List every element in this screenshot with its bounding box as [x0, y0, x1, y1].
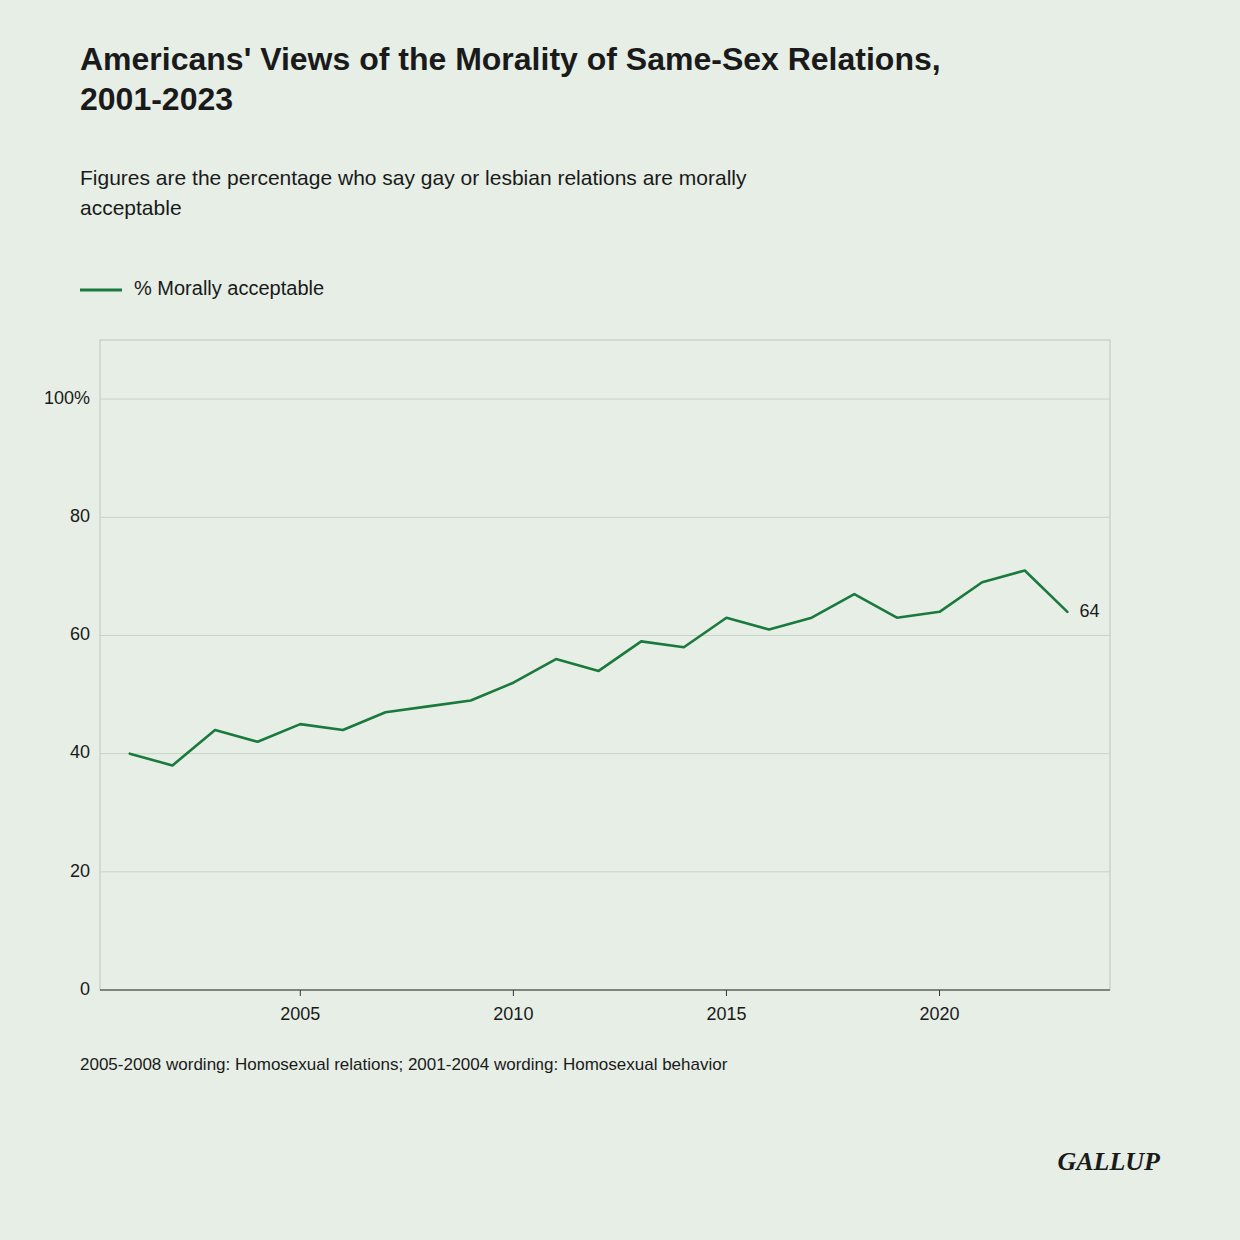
text-line: Figures are the percentage who say gay o…	[80, 166, 747, 189]
text-line: 2001-2023	[80, 81, 233, 117]
x-tick	[513, 990, 514, 996]
x-tick-label: 2015	[706, 1004, 746, 1024]
y-tick-label: 0	[80, 979, 90, 999]
x-tick	[300, 990, 301, 996]
x-tick	[939, 990, 940, 996]
y-tick-label: 80	[70, 506, 90, 526]
grid-line	[100, 871, 1110, 872]
annotation: 64	[1079, 601, 1099, 621]
legend-swatch	[80, 289, 122, 292]
grid-line	[100, 990, 1110, 991]
y-tick-label: 100%	[44, 388, 90, 408]
subtitle: Figures are the percentage who say gay o…	[80, 166, 747, 219]
x-tick-label: 2010	[493, 1004, 533, 1024]
grid-line	[100, 399, 1110, 400]
plot-frame	[100, 340, 1110, 990]
chart: Americans' Views of the Morality of Same…	[0, 0, 1240, 1240]
y-tick-label: 60	[70, 624, 90, 644]
grid-line	[100, 517, 1110, 518]
line	[130, 570, 1068, 765]
y-tick-label: 40	[70, 742, 90, 762]
background	[0, 0, 1240, 1240]
x-tick-label: 2020	[920, 1004, 960, 1024]
text-line: Americans' Views of the Morality of Same…	[80, 41, 941, 77]
legend-label: % Morally acceptable	[134, 277, 324, 299]
y-tick-label: 20	[70, 861, 90, 881]
footnote: 2005-2008 wording: Homosexual relations;…	[80, 1055, 728, 1074]
title: Americans' Views of the Morality of Same…	[80, 41, 941, 117]
grid-line	[100, 753, 1110, 754]
x-axis-line	[100, 989, 1110, 990]
text-line: acceptable	[80, 196, 182, 219]
grid-line	[100, 635, 1110, 636]
x-tick	[726, 990, 727, 996]
x-tick-label: 2005	[280, 1004, 320, 1024]
plot-area	[130, 570, 1068, 765]
legend: % Morally acceptable	[80, 277, 324, 299]
source: GALLUP	[1057, 1147, 1161, 1176]
